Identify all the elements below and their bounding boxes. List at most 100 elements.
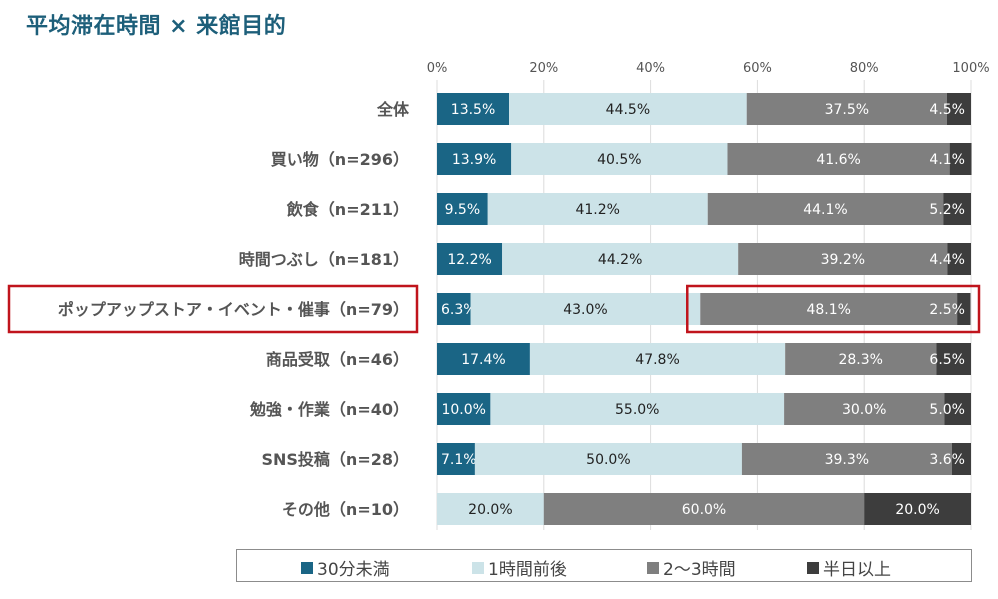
- bar-segment: [957, 293, 971, 325]
- data-label: 47.8%: [635, 352, 679, 368]
- data-label: 10.0%: [441, 402, 485, 418]
- data-label: 13.9%: [452, 152, 496, 168]
- legend-item-under-30min: 30分未満: [301, 555, 390, 580]
- bar-segment: [784, 393, 945, 425]
- data-label: 28.3%: [838, 352, 882, 368]
- bar-row: 20.0% 60.0% 20.0%: [437, 493, 971, 525]
- bar-segment: [509, 93, 747, 125]
- data-label: 6.5%: [929, 352, 965, 368]
- bar-segment: [951, 443, 971, 475]
- bar-segment: [746, 93, 947, 125]
- bar-segment: [490, 393, 785, 425]
- data-label: 7.1%: [441, 452, 477, 468]
- data-label: 44.2%: [598, 252, 642, 268]
- bar-segment: [437, 93, 510, 125]
- legend-swatch: [472, 561, 484, 574]
- bar-segment: [437, 193, 488, 225]
- bar-segment: [936, 343, 971, 375]
- legend-swatch: [807, 561, 819, 574]
- data-label: 4.4%: [929, 252, 965, 268]
- data-label: 4.1%: [929, 152, 965, 168]
- highlight-annotations: [7, 284, 981, 334]
- category-label: 飲食（n=211）: [286, 200, 409, 219]
- data-label: 30.0%: [842, 402, 886, 418]
- bar-row: 6.3% 43.0% 48.1% 2.5%: [437, 293, 971, 325]
- bar-segment: [700, 293, 958, 325]
- data-label: 4.5%: [929, 102, 965, 118]
- category-label: SNS投稿（n=28）: [261, 450, 409, 469]
- legend-label: 1時間前後: [488, 560, 567, 580]
- data-label: 12.2%: [447, 252, 491, 268]
- bar-segment: [437, 393, 491, 425]
- data-label: 9.5%: [445, 202, 481, 218]
- data-label: 6.3%: [441, 302, 477, 318]
- bar-segment: [437, 493, 544, 525]
- x-axis-ticks: 0% 20% 40% 60% 80% 100%: [427, 61, 990, 76]
- bar-row: 13.5% 44.5% 37.5% 4.5%: [437, 93, 971, 125]
- highlight-box-segments: [686, 284, 981, 334]
- bar-segment: [707, 193, 944, 225]
- bar-row: 17.4% 47.8% 28.3% 6.5%: [437, 343, 971, 375]
- category-label: 商品受取（n=46）: [266, 350, 409, 369]
- data-label: 55.0%: [615, 402, 659, 418]
- bar-segment: [487, 193, 708, 225]
- legend-item-half-day-plus: 半日以上: [807, 555, 891, 580]
- bar-segment: [543, 493, 865, 525]
- bar-rows: 13.5% 44.5% 37.5% 4.5% 13.9% 40.5% 41.6% 4.1% 9.…: [437, 93, 972, 525]
- bar-segment: [947, 243, 971, 275]
- bar-segment: [785, 343, 937, 375]
- bar-segment: [944, 393, 971, 425]
- x-tick-label: 80%: [850, 61, 879, 76]
- data-label: 20.0%: [468, 502, 512, 518]
- data-label: 41.6%: [816, 152, 860, 168]
- data-label: 37.5%: [825, 102, 869, 118]
- category-label: ポップアップストア・イベント・催事（n=79）: [58, 300, 409, 319]
- legend-label: 半日以上: [823, 560, 891, 580]
- data-label: 41.2%: [575, 202, 619, 218]
- data-label: 39.3%: [825, 452, 869, 468]
- bar-segment: [437, 293, 471, 325]
- category-label: 全体: [376, 100, 410, 119]
- bar-row: 12.2% 44.2% 39.2% 4.4%: [437, 243, 971, 275]
- legend-label: 2〜3時間: [663, 560, 736, 580]
- data-label: 50.0%: [586, 452, 630, 468]
- category-label: その他（n=10）: [282, 500, 409, 519]
- bar-row: 13.9% 40.5% 41.6% 4.1%: [437, 143, 972, 175]
- data-label: 60.0%: [682, 502, 726, 518]
- category-label: 時間つぶし（n=181）: [239, 250, 409, 269]
- data-label: 17.4%: [461, 352, 505, 368]
- bar-segment: [437, 143, 512, 175]
- bar-segment: [943, 193, 971, 225]
- legend-swatch: [301, 561, 313, 574]
- bar-row: 9.5% 41.2% 44.1% 5.2%: [437, 193, 971, 225]
- bar-segment: [949, 143, 972, 175]
- bar-segment: [502, 243, 739, 275]
- bar-segment: [511, 143, 728, 175]
- category-label: 勉強・作業（n=40）: [249, 400, 409, 419]
- data-label: 13.5%: [451, 102, 495, 118]
- highlight-box-label: [7, 284, 419, 334]
- bar-segment: [437, 243, 503, 275]
- data-label: 40.5%: [597, 152, 641, 168]
- data-label: 48.1%: [806, 302, 850, 318]
- x-tick-label: 0%: [427, 61, 448, 76]
- bar-segment: [738, 243, 948, 275]
- data-label: 44.5%: [606, 102, 650, 118]
- data-label: 5.2%: [929, 202, 965, 218]
- legend-label: 30分未満: [317, 560, 390, 580]
- data-label: 2.5%: [929, 302, 965, 318]
- bar-segment: [864, 493, 971, 525]
- data-label: 3.6%: [929, 452, 965, 468]
- bar-segment: [437, 343, 530, 375]
- bar-row: 7.1% 50.0% 39.3% 3.6%: [437, 443, 971, 475]
- legend-item-2-3hours: 2〜3時間: [647, 555, 736, 580]
- bar-segment: [437, 443, 475, 475]
- bar-segment: [474, 443, 742, 475]
- data-label: 43.0%: [563, 302, 607, 318]
- x-tick-label: 20%: [529, 61, 558, 76]
- data-label: 44.1%: [803, 202, 847, 218]
- x-tick-label: 100%: [952, 61, 989, 76]
- data-label: 5.0%: [929, 402, 965, 418]
